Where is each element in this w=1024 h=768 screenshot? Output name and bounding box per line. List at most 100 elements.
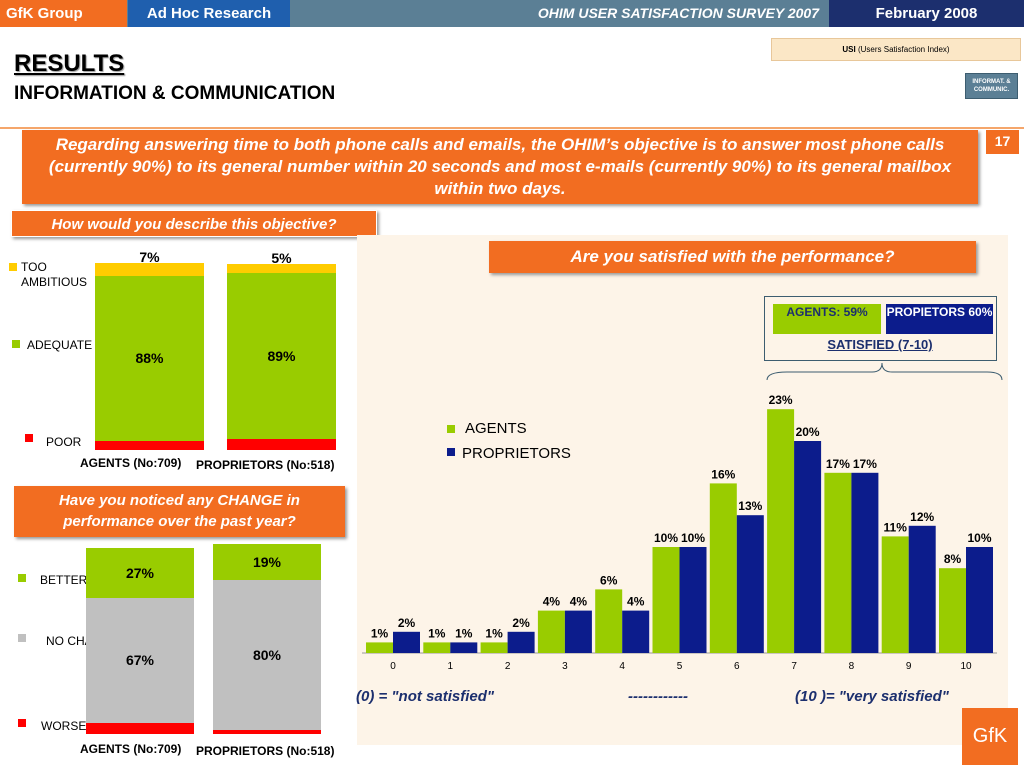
bar-proprietors-7: [794, 441, 822, 653]
value-label-agents-6: 16%: [711, 467, 735, 481]
usi-text: (Users Satisfaction Index): [857, 45, 950, 54]
bar-agents-4: [595, 589, 623, 653]
bar-agents-0: [366, 642, 393, 653]
usi-abbr: USI: [842, 45, 856, 54]
value-label-proprietors-10: 10%: [967, 531, 991, 545]
change-label-better: 27%: [125, 565, 155, 581]
divider: [0, 127, 1024, 129]
legend-label: POOR: [46, 435, 82, 449]
bar-agents-9: [881, 536, 909, 653]
bar-proprietors-4: [622, 610, 650, 653]
x-tick-label: 7: [791, 661, 797, 672]
date-label: February 2008: [829, 0, 1024, 27]
bar-proprietors-10: [966, 547, 993, 653]
legend-label: WORSE: [41, 719, 87, 733]
page-number: 17: [986, 130, 1019, 154]
brand-label: GfK Group: [0, 0, 127, 27]
change-bar-0: 6%67%27%: [86, 547, 194, 734]
bar-proprietors-0: [393, 631, 420, 653]
bar-proprietors-8: [851, 472, 879, 653]
value-label-proprietors-5: 10%: [681, 531, 705, 545]
legend-swatch-red: [25, 434, 33, 442]
legend-swatch-green: [12, 340, 20, 348]
change-segment-better: [213, 544, 321, 580]
change-label-better: 19%: [252, 554, 282, 570]
page-subtitle: INFORMATION & COMMUNICATION: [14, 83, 336, 104]
section-label: Ad Hoc Research: [128, 0, 290, 27]
value-label-proprietors-9: 12%: [910, 510, 934, 524]
value-label-proprietors-6: 13%: [738, 499, 762, 513]
objective-segment-too-ambitious: [95, 263, 204, 276]
chart2-xlabel-proprietors: PROPRIETORS (No:518): [196, 744, 335, 758]
change-bar-1: 2%80%19%: [213, 544, 321, 734]
gfk-logo: GfK: [962, 708, 1018, 765]
x-tick-label: 8: [849, 661, 855, 672]
usi-box: USI (Users Satisfaction Index): [771, 38, 1021, 61]
value-label-proprietors-1: 1%: [455, 626, 473, 640]
chart1-xlabel-proprietors: PROPRIETORS (No:518): [196, 458, 335, 472]
chart1-xlabel-agents: AGENTS (No:709): [80, 456, 182, 470]
value-label-proprietors-7: 20%: [796, 425, 820, 439]
badge-line1: INFORMAT. &: [972, 79, 1011, 85]
x-tick-label: 1: [448, 661, 454, 672]
objective-label-too-ambitious: 7%: [139, 249, 160, 265]
objective-bar-1: 6%89%5%: [227, 250, 336, 450]
satisfied-proprietors: PROPIETORS 60%: [886, 304, 993, 334]
objective-segment-poor: [95, 441, 204, 450]
change-segment-no-change: [213, 580, 321, 730]
objective-segment-too-ambitious: [227, 264, 336, 273]
value-label-proprietors-2: 2%: [512, 616, 530, 630]
bar-agents-8: [824, 472, 852, 653]
value-label-agents-8: 17%: [826, 457, 850, 471]
value-label-agents-1: 1%: [428, 626, 446, 640]
x-tick-label: 0: [390, 661, 396, 672]
satisfied-label: SATISFIED (7-10): [827, 337, 933, 352]
objective-chart: 5%88%7%6%89%5%: [88, 249, 348, 450]
scale-right-label: (10 )= "very satisfied": [795, 688, 949, 705]
bar-agents-10: [939, 568, 966, 653]
value-label-proprietors-4: 4%: [627, 595, 645, 609]
legend-swatch-yellow: [9, 263, 17, 271]
legend-label: ADEQUATE: [27, 338, 93, 352]
question-satisfied: Are you satisfied with the performance?: [489, 241, 976, 273]
legend-swatch-navy: [447, 448, 455, 456]
change-segment-no-change: [86, 598, 194, 723]
x-tick-label: 4: [619, 661, 625, 672]
value-label-agents-0: 1%: [371, 626, 389, 640]
satisfied-agents: AGENTS: 59%: [773, 304, 881, 334]
value-label-agents-9: 11%: [884, 520, 908, 534]
bar-proprietors-6: [736, 515, 764, 653]
survey-title: OHIM USER SATISFACTION SURVEY 2007: [537, 5, 819, 21]
satisfied-brace: [766, 362, 1003, 381]
section-badge: INFORMAT. & COMMUNIC.: [965, 73, 1018, 99]
bar-agents-6: [709, 483, 737, 653]
legend-swatch-grey: [18, 634, 26, 642]
objective-bar-0: 5%88%7%: [95, 249, 204, 450]
legend-label: AGENTS: [465, 420, 527, 437]
bar-proprietors-2: [507, 631, 535, 653]
objective-label-too-ambitious: 5%: [271, 250, 292, 266]
bar-agents-2: [480, 642, 508, 653]
satisfaction-chart: 1%2%01% 1%11%2%24% 4%36%4%410% 10%516%13%62…: [362, 362, 1003, 672]
value-label-agents-2: 1%: [485, 626, 503, 640]
legend-label: TOO AMBITIOUS: [21, 260, 88, 289]
change-segment-worse: [213, 730, 321, 734]
legend-swatch-red: [18, 719, 26, 727]
objective-banner: Regarding answering time to both phone c…: [22, 130, 978, 204]
legend-label: BETTER: [40, 573, 88, 587]
x-tick-label: 10: [960, 661, 972, 672]
objective-segment-adequate: [95, 276, 204, 441]
x-tick-label: 6: [734, 661, 740, 672]
bar-agents-7: [767, 409, 795, 653]
value-label-proprietors-8: 17%: [853, 457, 877, 471]
legend-label: PROPRIETORS: [462, 445, 571, 462]
bar-proprietors-9: [908, 525, 936, 653]
bar-agents-5: [652, 547, 680, 653]
bar-proprietors-1: [450, 642, 478, 653]
objective-segment-adequate: [227, 273, 336, 439]
bar-proprietors-3: [564, 610, 592, 653]
value-label-agents-3: 4%: [543, 595, 561, 609]
legend-swatch-green: [447, 425, 455, 433]
bar-proprietors-5: [679, 547, 707, 653]
page-title: RESULTS: [14, 50, 125, 77]
